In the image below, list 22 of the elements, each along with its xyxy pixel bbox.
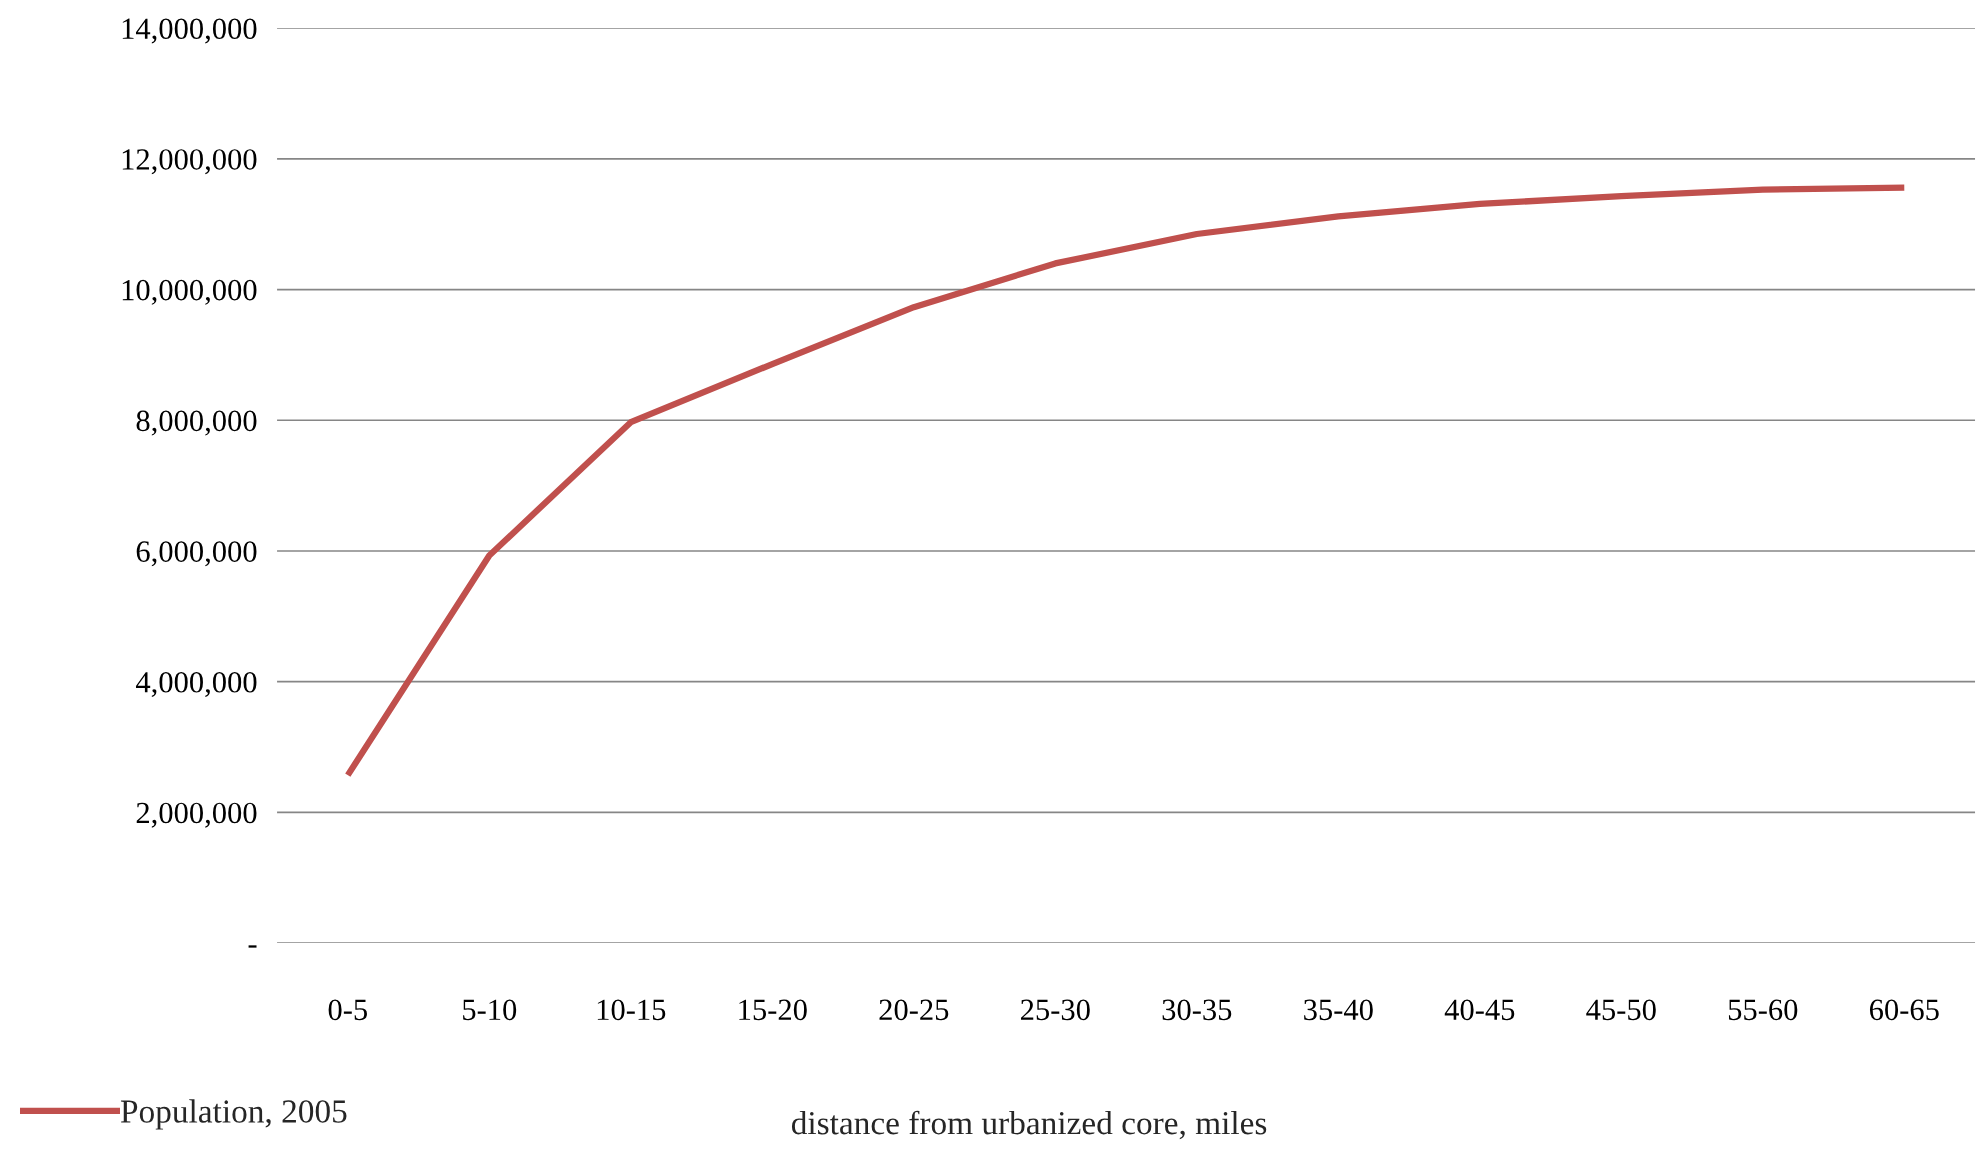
x-axis-title: distance from urbanized core, miles	[791, 1110, 1267, 1140]
x-tick-label: 15-20	[739, 999, 807, 1021]
x-tick-label: 45-50	[1586, 999, 1656, 1021]
x-tick-label: 20-25	[879, 999, 949, 1021]
y-tick-label: 4,000,000	[135, 671, 257, 697]
x-tick-label: 10-15	[597, 999, 666, 1021]
y-tick-label: 14,000,000	[122, 18, 257, 44]
y-tick-label: 2,000,000	[136, 802, 257, 828]
x-tick-label: 25-30	[1021, 999, 1090, 1021]
y-tick-label: 12,000,000	[122, 149, 257, 175]
y-tick-label: -	[248, 945, 257, 948]
y-tick-label: 6,000,000	[136, 541, 257, 567]
x-tick-label: 55-60	[1728, 999, 1798, 1021]
x-tick-label: 40-45	[1444, 999, 1515, 1021]
x-tick-label: 0-5	[328, 999, 367, 1021]
x-tick-label: 5-10	[463, 999, 517, 1021]
legend-label: Population, 2005	[120, 1099, 347, 1130]
x-tick-label: 60-65	[1869, 999, 1939, 1021]
y-tick-label: 8,000,000	[136, 410, 257, 436]
y-tick-label: 10,000,000	[122, 279, 257, 305]
x-tick-label: 35-40	[1304, 999, 1373, 1021]
x-tick-label: 30-35	[1162, 999, 1232, 1021]
